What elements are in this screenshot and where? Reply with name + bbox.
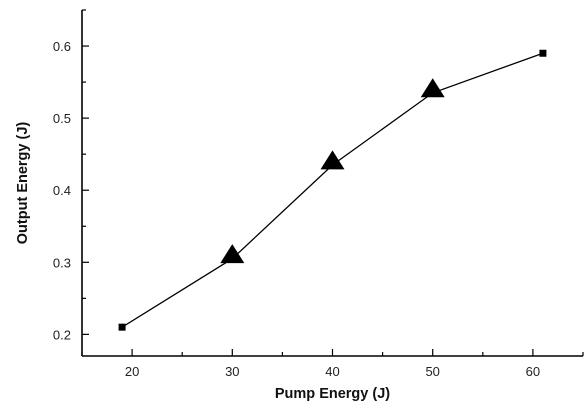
series-square bbox=[118, 49, 547, 331]
data-point-triangle bbox=[420, 78, 445, 98]
y-tick-label: 0.2 bbox=[53, 327, 71, 342]
series-triangle bbox=[220, 78, 445, 264]
x-tick-label: 50 bbox=[425, 364, 439, 379]
axes: 20 30 40 50 60 0.2 0.3 0.4 0.5 0.6 bbox=[53, 9, 584, 379]
x-tick-label: 20 bbox=[125, 364, 139, 379]
y-tick-label: 0.3 bbox=[53, 255, 71, 270]
series-layer bbox=[118, 49, 547, 331]
data-point-square bbox=[118, 323, 126, 331]
y-tick-label: 0.6 bbox=[53, 39, 71, 54]
x-tick-label: 40 bbox=[325, 364, 339, 379]
x-axis-title: Pump Energy (J) bbox=[275, 386, 390, 402]
data-point-square bbox=[539, 49, 547, 57]
x-tick-label: 30 bbox=[225, 364, 239, 379]
y-tick-label: 0.4 bbox=[53, 183, 71, 198]
data-point-triangle bbox=[320, 150, 345, 170]
y-axis-title: Output Energy (J) bbox=[15, 122, 31, 245]
x-tick-label: 60 bbox=[526, 364, 540, 379]
y-tick-label: 0.5 bbox=[53, 111, 71, 126]
data-point-triangle bbox=[220, 244, 245, 264]
series-line bbox=[121, 52, 544, 328]
